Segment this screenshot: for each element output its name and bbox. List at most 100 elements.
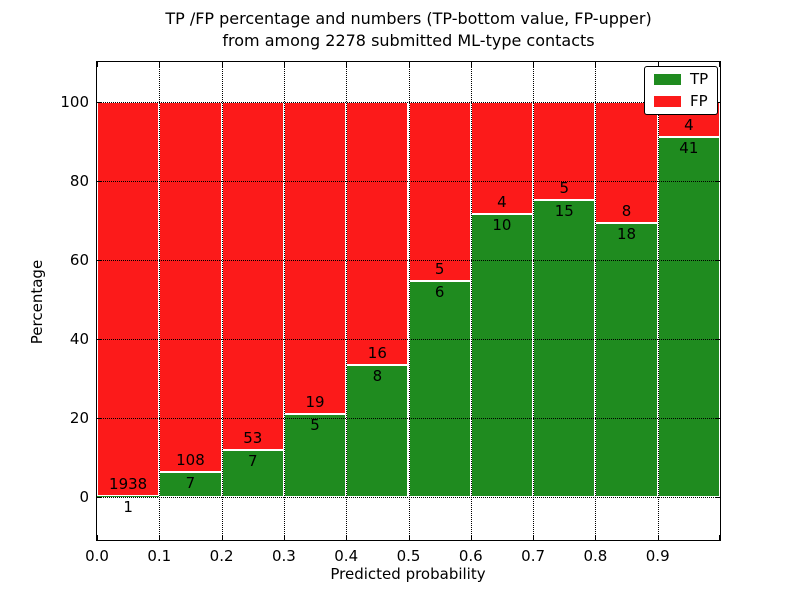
x-tick <box>470 535 472 540</box>
fp-count-label: 4 <box>497 193 507 212</box>
fp-bar-segment <box>221 101 284 451</box>
tp-count-label: 1 <box>123 498 133 517</box>
y-gridline <box>97 101 720 103</box>
y-tick <box>715 496 720 498</box>
fp-bar-segment <box>159 101 222 473</box>
fp-count-label: 5 <box>559 179 570 198</box>
x-gridline <box>470 62 472 540</box>
x-tick <box>408 62 410 67</box>
x-gridline <box>283 62 285 540</box>
y-gridline <box>97 496 720 498</box>
x-tick <box>346 62 348 67</box>
tp-bar-segment <box>221 450 284 497</box>
x-tick <box>470 62 472 67</box>
y-tick <box>97 496 102 498</box>
legend: TP FP <box>644 66 719 115</box>
fp-count-label: 19 <box>305 393 325 412</box>
x-tick-label: 0.9 <box>645 547 670 565</box>
x-tick <box>533 62 535 67</box>
y-tick <box>97 417 102 419</box>
tp-bar-segment <box>657 136 720 497</box>
x-tick <box>408 535 410 540</box>
x-tick <box>159 535 161 540</box>
x-tick <box>283 535 285 540</box>
y-tick <box>97 338 102 340</box>
legend-entry-fp: FP <box>654 94 708 109</box>
tp-bar-segment <box>470 214 534 497</box>
tp-count-label: 6 <box>434 283 445 302</box>
tp-count-label: 7 <box>185 474 196 493</box>
fp-bar-segment <box>346 101 409 365</box>
x-gridline <box>595 62 597 540</box>
x-gridline <box>159 62 161 540</box>
fp-color-swatch <box>654 96 681 107</box>
x-tick <box>719 62 720 67</box>
tp-count-label: 5 <box>310 416 320 435</box>
tp-count-label: 15 <box>554 202 574 221</box>
x-gridline <box>408 62 410 540</box>
x-tick <box>595 535 597 540</box>
x-gridline <box>346 62 348 540</box>
tp-bar-segment <box>408 281 471 497</box>
x-tick <box>346 535 348 540</box>
x-tick <box>97 535 98 540</box>
x-tick-label: 0.1 <box>147 547 172 565</box>
fp-count-label: 16 <box>367 343 387 362</box>
fp-count-label: 5 <box>434 260 445 279</box>
tp-count-label: 41 <box>679 138 699 157</box>
tp-count-label: 8 <box>372 366 383 385</box>
x-tick-label: 0.7 <box>521 547 546 565</box>
x-tick <box>97 62 98 67</box>
fp-count-label: 53 <box>243 429 263 448</box>
x-tick <box>533 535 535 540</box>
tp-color-swatch <box>654 74 681 85</box>
tp-count-label: 7 <box>247 452 258 471</box>
tp-bar-segment <box>533 200 596 497</box>
plot-area: 1938 1 108 7 53 7 19 5 16 8 5 6 4 10 5 15 8 18 4 41 <box>97 62 720 540</box>
y-tick-label: 0 <box>79 487 89 506</box>
y-tick <box>97 180 102 182</box>
x-axis-label: Predicted probability <box>330 565 486 583</box>
x-tick-label: 0.3 <box>271 547 296 565</box>
y-tick-label: 80 <box>69 171 89 190</box>
x-tick <box>221 62 223 67</box>
fp-bar-segment <box>97 101 160 497</box>
legend-entry-tp: TP <box>654 72 708 87</box>
x-tick <box>657 62 659 67</box>
x-tick-label: 0.6 <box>458 547 483 565</box>
y-tick <box>715 417 720 419</box>
x-gridline <box>657 62 659 540</box>
x-tick-label: 0.5 <box>396 547 421 565</box>
x-tick <box>283 62 285 67</box>
y-tick-label: 20 <box>69 408 89 427</box>
y-gridline <box>97 338 720 340</box>
x-tick <box>657 535 659 540</box>
chart-title-line2: from among 2278 submitted ML-type contac… <box>222 31 595 50</box>
y-tick-label: 100 <box>60 92 89 111</box>
y-tick <box>97 259 102 261</box>
y-gridline <box>97 417 720 419</box>
x-tick-label: 0.8 <box>583 547 608 565</box>
chart-title-line1: TP /FP percentage and numbers (TP-bottom… <box>165 9 652 28</box>
legend-label-fp: FP <box>690 92 708 110</box>
y-tick <box>97 101 102 103</box>
y-tick <box>715 180 720 182</box>
fp-count-label: 108 <box>176 451 205 470</box>
fp-count-label: 1938 <box>109 475 148 494</box>
fp-bar-segment <box>408 101 471 282</box>
tp-count-label: 10 <box>492 216 512 235</box>
fp-count-label: 4 <box>684 115 694 134</box>
y-tick <box>715 259 720 261</box>
x-tick <box>719 535 720 540</box>
y-tick-label: 40 <box>69 329 89 348</box>
tp-count-label: 18 <box>617 225 637 244</box>
fp-bar-segment <box>283 101 347 415</box>
chart-title: TP /FP percentage and numbers (TP-bottom… <box>97 8 720 52</box>
x-tick-label: 0.4 <box>334 547 359 565</box>
x-gridline <box>533 62 535 540</box>
y-tick <box>715 338 720 340</box>
legend-label-tp: TP <box>690 70 709 88</box>
x-tick <box>159 62 161 67</box>
x-tick <box>221 535 223 540</box>
